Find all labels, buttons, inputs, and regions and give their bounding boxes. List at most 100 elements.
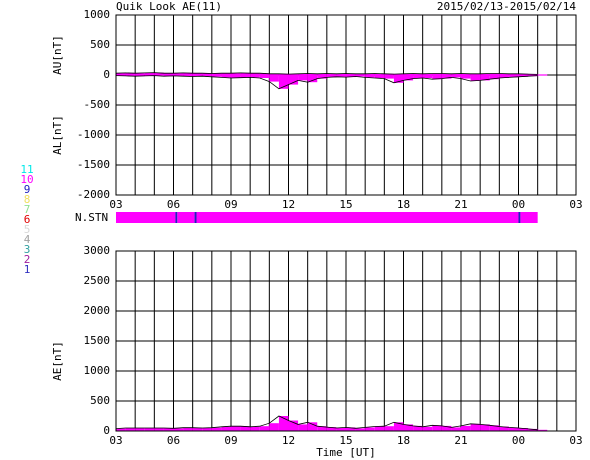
area-bar — [135, 428, 145, 431]
area-bar — [183, 427, 193, 431]
x-axis-label: Time [UT] — [316, 446, 376, 459]
range-bar — [384, 73, 394, 79]
area-bar — [393, 422, 404, 431]
area-bar — [374, 426, 385, 431]
area-bar — [451, 427, 461, 431]
area-bar — [259, 426, 270, 431]
area-bar — [365, 427, 375, 431]
x-tick-label: 03 — [569, 198, 582, 211]
y-axis-label: AU[nT] — [51, 35, 64, 75]
range-bar — [307, 73, 318, 83]
area-bar — [508, 427, 519, 431]
y-tick-label: 2500 — [84, 274, 111, 287]
range-bar — [451, 73, 461, 78]
range-bar — [221, 73, 231, 78]
y-tick-label: -2000 — [77, 188, 110, 201]
y-tick-label: 0 — [103, 68, 110, 81]
area-bar — [202, 428, 212, 431]
range-bar — [202, 73, 212, 77]
series-line — [115, 72, 538, 75]
range-bar — [461, 73, 471, 79]
range-bar — [470, 73, 481, 81]
n-stn-label: N.STN — [75, 211, 108, 224]
range-bar — [144, 72, 155, 76]
station-legend-label: 1 — [24, 263, 31, 276]
area-bar — [346, 427, 356, 431]
area-bar — [461, 425, 471, 431]
n-stn-segment — [520, 212, 538, 223]
station-legend-label: 11 — [20, 163, 33, 176]
x-tick-label: 12 — [282, 434, 295, 447]
plot-frame — [115, 14, 577, 196]
chart-title: Quik Look AE(11) — [116, 0, 222, 13]
n-stn-segment — [175, 212, 178, 223]
area-bar — [307, 422, 318, 431]
plot-frame — [115, 250, 577, 432]
y-tick-label: 1000 — [84, 364, 111, 377]
area-bar — [298, 424, 308, 431]
range-bar — [183, 72, 193, 77]
range-bar — [346, 73, 356, 78]
area-bar — [116, 428, 126, 431]
range-bar — [537, 74, 548, 76]
x-tick-label: 18 — [397, 434, 410, 447]
station-legend-label: 9 — [24, 183, 31, 196]
area-bar — [240, 426, 251, 431]
area-bar — [470, 423, 481, 431]
area-bar — [144, 428, 155, 431]
n-stn-segment — [518, 212, 521, 223]
y-tick-label: 500 — [90, 394, 110, 407]
x-tick-label: 03 — [109, 434, 122, 447]
area-bar — [432, 425, 442, 431]
x-tick-label: 06 — [167, 434, 180, 447]
station-legend-label: 3 — [24, 243, 31, 256]
range-bar — [317, 73, 327, 79]
x-tick-label: 15 — [339, 434, 352, 447]
range-bar — [163, 73, 174, 77]
area-bar — [518, 428, 529, 431]
area-bar — [413, 425, 423, 431]
y-tick-label: 500 — [90, 38, 110, 51]
area-bar — [384, 426, 394, 431]
range-bar — [259, 73, 270, 78]
area-bar — [336, 428, 346, 431]
area-bar — [403, 424, 414, 431]
area-bar — [211, 427, 222, 431]
n-stn-segment — [194, 212, 197, 223]
date-range: 2015/02/13-2015/02/14 — [437, 0, 576, 13]
range-bar — [393, 74, 404, 83]
station-legend-label: 6 — [24, 213, 31, 226]
y-tick-label: 0 — [103, 424, 110, 437]
range-bar — [250, 73, 260, 78]
range-bar — [116, 73, 126, 76]
y-tick-label: -500 — [84, 98, 111, 111]
y-tick-label: 3000 — [84, 244, 111, 257]
area-bar — [154, 428, 164, 431]
range-bar — [192, 73, 203, 77]
range-bar — [298, 73, 308, 81]
y-tick-label: 2000 — [84, 304, 111, 317]
station-legend-label: 2 — [24, 253, 31, 266]
n-stn-segment — [177, 212, 195, 223]
area-bar — [480, 424, 490, 431]
area-bar — [528, 428, 538, 431]
x-tick-label: 21 — [454, 434, 467, 447]
area-bar — [125, 428, 136, 431]
range-bar — [135, 73, 145, 77]
range-bar — [413, 73, 423, 79]
range-bar — [365, 73, 375, 78]
x-tick-label: 21 — [454, 198, 467, 211]
range-bar — [326, 73, 337, 78]
area-bar — [173, 428, 184, 431]
area-bar — [355, 428, 366, 431]
area-bar — [192, 427, 203, 431]
range-bar — [432, 73, 442, 80]
range-bar — [422, 73, 433, 78]
range-bar — [269, 73, 279, 82]
area-bar — [441, 425, 452, 431]
x-tick-label: 12 — [282, 198, 295, 211]
area-bar — [269, 423, 279, 431]
x-tick-label: 03 — [109, 198, 122, 211]
